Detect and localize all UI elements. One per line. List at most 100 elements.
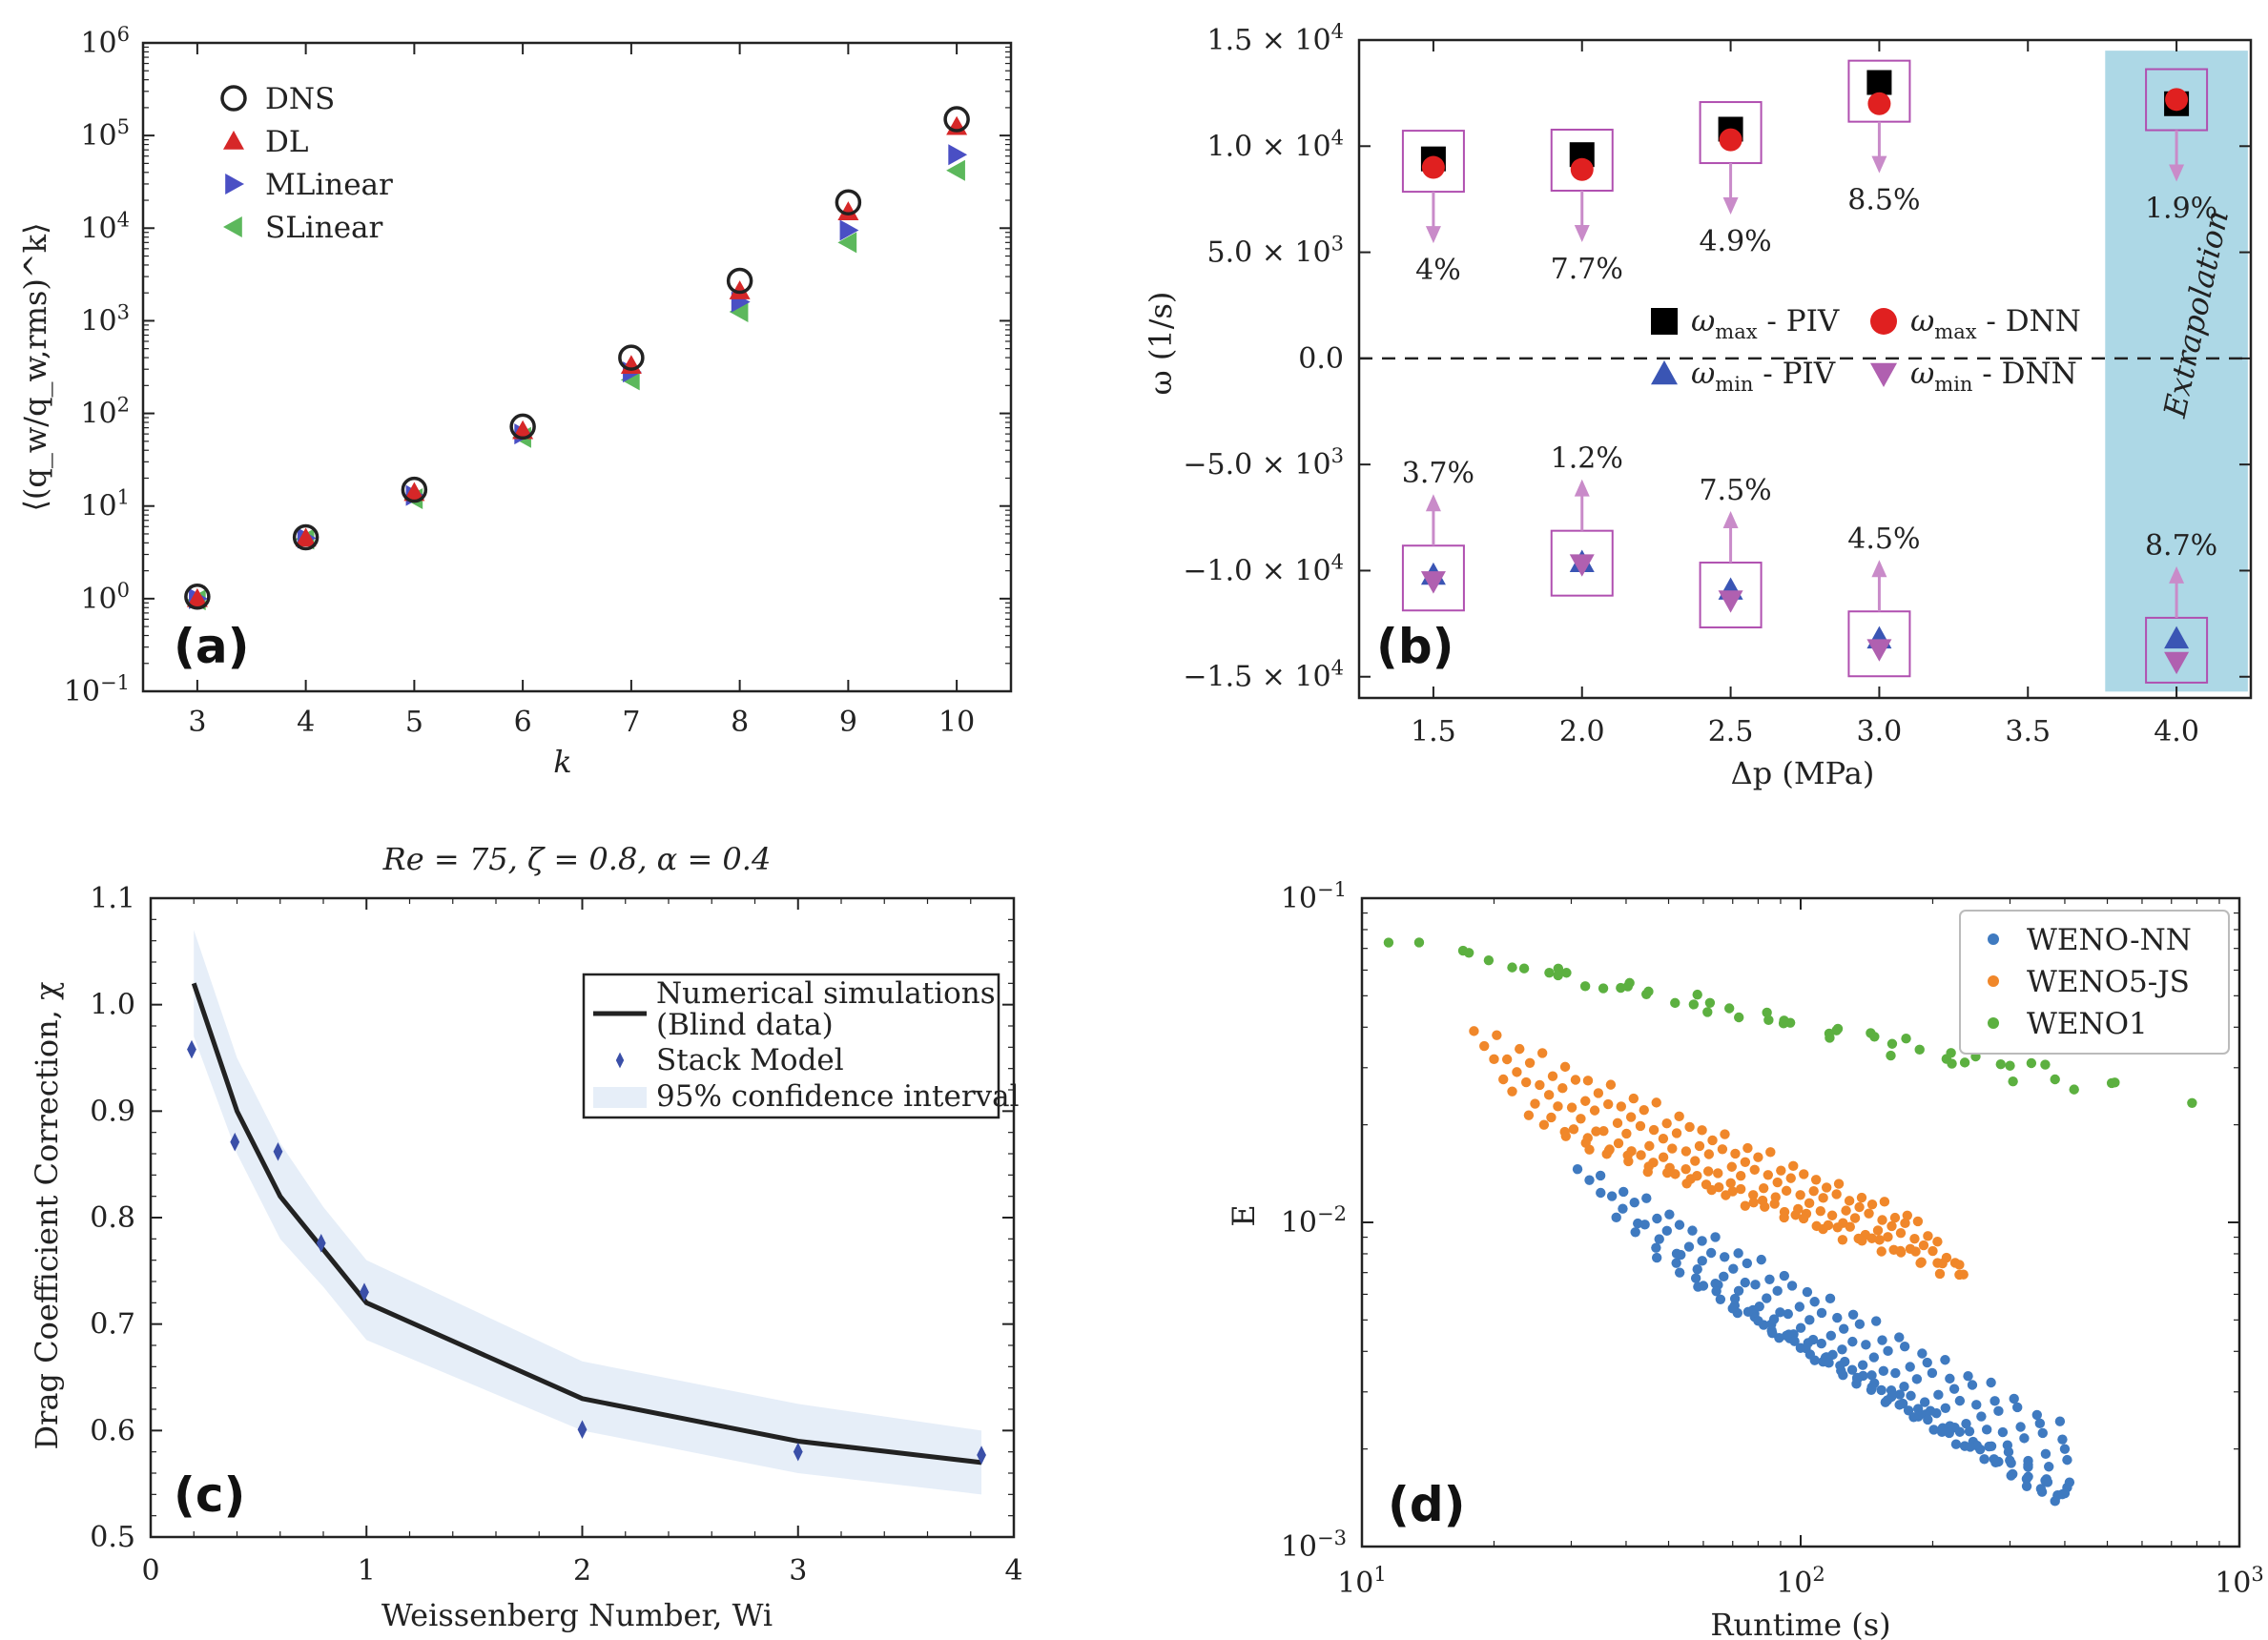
legend-label-weno-nn: WENO-NN bbox=[2027, 923, 2192, 957]
point-weno5-js bbox=[1923, 1231, 1933, 1241]
point-weno-nn bbox=[1899, 1341, 1910, 1352]
point-weno5-js bbox=[1671, 1128, 1682, 1138]
panel-a-ylabel: ⟨(q_w/q_w,rms)^k⟩ bbox=[17, 222, 53, 511]
point-weno5-js bbox=[1769, 1199, 1780, 1209]
point-weno1 bbox=[1702, 1007, 1713, 1017]
point-weno-nn bbox=[1825, 1330, 1837, 1342]
point-weno5-js bbox=[1520, 1076, 1532, 1088]
point-weno-nn bbox=[1832, 1312, 1843, 1323]
y-tick-label: 10−2 bbox=[1281, 1202, 1347, 1240]
point-weno-nn bbox=[2040, 1475, 2051, 1486]
point-weno5-js bbox=[1591, 1126, 1601, 1137]
point-weno-nn bbox=[1954, 1395, 1966, 1406]
arrowhead-max bbox=[1425, 226, 1441, 244]
point-weno-nn bbox=[1890, 1367, 1901, 1379]
point-weno-nn bbox=[1940, 1403, 1951, 1413]
point-weno-nn bbox=[1781, 1330, 1792, 1342]
point-weno-nn bbox=[1595, 1170, 1606, 1181]
point-weno-nn bbox=[1740, 1277, 1750, 1288]
point-weno5-js bbox=[1928, 1245, 1938, 1257]
point-weno-nn bbox=[1762, 1293, 1772, 1303]
point-weno-nn bbox=[1753, 1316, 1763, 1326]
point-weno-nn bbox=[1847, 1309, 1859, 1320]
point-weno5-js bbox=[1707, 1135, 1718, 1146]
point-weno5-js bbox=[1582, 1076, 1594, 1086]
point-weno-nn bbox=[2021, 1481, 2032, 1491]
annotation-max: 4.9% bbox=[1699, 225, 1771, 258]
legend-marker--min-dnn bbox=[1870, 362, 1897, 387]
point-weno-nn bbox=[1698, 1281, 1709, 1291]
point-weno5-js bbox=[1736, 1171, 1746, 1181]
point-mlinear bbox=[839, 219, 859, 241]
point-weno-nn bbox=[1611, 1212, 1621, 1223]
point-weno-nn bbox=[1847, 1336, 1858, 1347]
point-dl bbox=[403, 482, 425, 502]
point-dns bbox=[292, 523, 320, 551]
point-weno-nn bbox=[1986, 1441, 1997, 1451]
annotation-max: 7.7% bbox=[1551, 253, 1623, 286]
point-dns bbox=[509, 413, 536, 441]
point-dl bbox=[512, 420, 534, 440]
point-weno5-js bbox=[1690, 1156, 1701, 1166]
arrowhead-min bbox=[1425, 494, 1441, 512]
point-weno1 bbox=[1413, 937, 1425, 948]
point-weno5-js bbox=[1648, 1124, 1660, 1136]
point-weno5-js bbox=[1658, 1152, 1669, 1162]
point-weno-nn bbox=[1933, 1389, 1944, 1401]
point-weno5-js bbox=[1612, 1117, 1623, 1129]
point-weno-nn bbox=[1641, 1193, 1652, 1203]
point-weno-nn bbox=[1618, 1203, 1628, 1214]
panel-d-label: (d) bbox=[1388, 1477, 1466, 1532]
point-weno5-js bbox=[1772, 1177, 1783, 1188]
point-weno-nn bbox=[1697, 1236, 1707, 1246]
point-weno-nn bbox=[1944, 1427, 1954, 1439]
point-weno5-js bbox=[1866, 1233, 1877, 1243]
point-weno-nn bbox=[2050, 1496, 2060, 1507]
point-weno5-js bbox=[1790, 1210, 1801, 1220]
point-weno-nn bbox=[1927, 1367, 1938, 1379]
point-weno5-js bbox=[1635, 1120, 1646, 1132]
point-weno5-js bbox=[1954, 1269, 1965, 1281]
point-weno5-js bbox=[1547, 1071, 1558, 1081]
point-weno5-js bbox=[1498, 1074, 1509, 1085]
point-weno-nn bbox=[1971, 1400, 1982, 1410]
panel-c-xlabel: Weissenberg Number, Wi bbox=[381, 1597, 773, 1633]
point-weno-nn bbox=[1964, 1426, 1975, 1437]
point-weno1 bbox=[1544, 967, 1555, 978]
annotation-min: 8.7% bbox=[2145, 529, 2217, 563]
x-tick-label: 4.0 bbox=[2154, 715, 2199, 748]
point-weno5-js bbox=[1818, 1193, 1828, 1203]
point-weno-nn bbox=[1905, 1362, 1915, 1372]
point-weno5-js bbox=[1589, 1105, 1600, 1116]
point-weno-nn bbox=[1664, 1209, 1675, 1220]
point-weno5-js bbox=[1856, 1192, 1867, 1203]
panel-d-ylabel: E bbox=[1226, 1204, 1262, 1226]
point-weno5-js bbox=[1810, 1175, 1822, 1185]
legend-marker-weno5-js bbox=[1988, 975, 1999, 987]
point-weno-nn bbox=[1912, 1404, 1924, 1414]
point-weno1 bbox=[2187, 1097, 2197, 1109]
point-weno5-js bbox=[1833, 1179, 1845, 1189]
point-weno5-js bbox=[1598, 1126, 1609, 1137]
point-weno1 bbox=[2110, 1077, 2120, 1088]
legend-marker-weno1 bbox=[1988, 1017, 1999, 1029]
point-weno5-js bbox=[1872, 1225, 1884, 1236]
y-tick-label: 0.0 bbox=[1298, 342, 1344, 376]
panel-c-title: Re = 75, ζ = 0.8, α = 0.4 bbox=[382, 841, 772, 877]
annotation-min: 3.7% bbox=[1402, 457, 1474, 490]
point-weno-nn bbox=[1775, 1307, 1785, 1318]
point-weno5-js bbox=[1937, 1258, 1948, 1269]
legend-label-dns: DNS bbox=[265, 82, 335, 116]
point-weno-nn bbox=[1816, 1338, 1826, 1349]
point-weno-nn bbox=[1928, 1425, 1939, 1435]
legend-label-weno1: WENO1 bbox=[2027, 1007, 2148, 1041]
point-weno-nn bbox=[1986, 1377, 1996, 1388]
point-weno-nn bbox=[1963, 1371, 1973, 1382]
point-weno5-js bbox=[1605, 1079, 1617, 1090]
point-weno-nn bbox=[1596, 1187, 1606, 1199]
point-dns bbox=[618, 344, 645, 371]
panel-b-xlabel: Δp (MPa) bbox=[1731, 755, 1875, 791]
point-weno-nn bbox=[1894, 1389, 1906, 1400]
y-tick-label: 100 bbox=[80, 579, 130, 616]
point-weno-nn bbox=[1630, 1227, 1640, 1238]
